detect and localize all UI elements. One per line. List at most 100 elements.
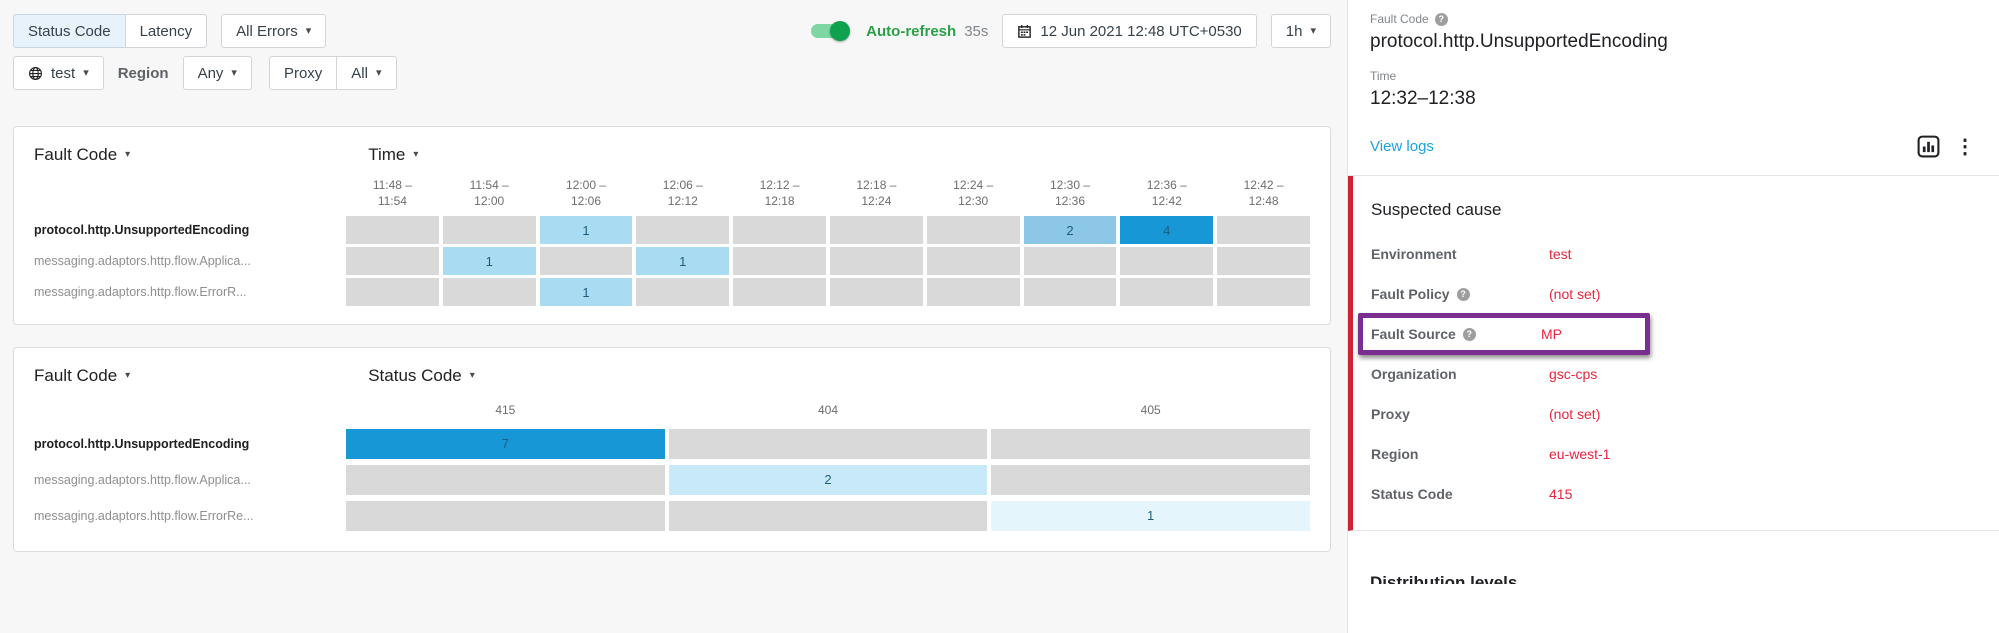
globe-icon	[28, 66, 43, 81]
panel-head: Fault Code ▾ Status Code ▾	[34, 364, 1310, 388]
heatmap-cell[interactable]	[346, 216, 439, 245]
suspected-cause-title: Suspected cause	[1371, 200, 1502, 219]
heatmap-cell[interactable]	[830, 216, 923, 245]
column-header: 11:54 – 12:00	[469, 178, 509, 209]
caret-down-icon: ▾	[125, 370, 131, 382]
range-dropdown-label: 1h	[1285, 22, 1303, 40]
kebab-menu-icon[interactable]: ⋮	[1955, 135, 1975, 158]
heatmap-cell[interactable]: 1	[539, 216, 633, 245]
proxy-segment-label[interactable]: Proxy	[268, 56, 338, 90]
heatmap-cell[interactable]	[1217, 247, 1310, 276]
datetime-picker-button[interactable]: 12 Jun 2021 12:48 UTC+0530	[1002, 14, 1257, 48]
heatmap-cell[interactable]	[1023, 278, 1117, 307]
col-axis-label: Status Code	[368, 366, 462, 386]
heatmap-cell[interactable]	[991, 464, 1310, 495]
heatmap-cell[interactable]	[1120, 247, 1214, 276]
col-axis-label: Time	[368, 145, 406, 164]
heatmap-cell[interactable]	[1217, 216, 1310, 245]
fault-source-highlight-box: Fault Source ? MP	[1358, 313, 1650, 355]
heatmap-cell[interactable]	[442, 278, 536, 307]
next-section-clipped: Distribution levels	[1348, 573, 1999, 584]
time-label: Time	[1370, 69, 1397, 83]
heatmap-cell[interactable]	[346, 464, 665, 495]
auto-refresh-interval: 35s	[964, 22, 989, 40]
heatmap-cell[interactable]	[926, 278, 1020, 307]
row-label: messaging.adaptors.http.flow.Applica...	[34, 254, 251, 269]
bar-chart-icon[interactable]	[1916, 134, 1941, 159]
errors-dropdown[interactable]: All Errors ▾	[221, 14, 327, 48]
heatmap-cell[interactable]	[539, 247, 633, 276]
heatmap-cell[interactable]	[442, 216, 536, 245]
help-icon[interactable]: ?	[1456, 287, 1470, 301]
row-label: messaging.adaptors.http.flow.ErrorR...	[34, 285, 247, 300]
heatmap-cell[interactable]: 1	[991, 500, 1310, 531]
heatmap-cell[interactable]	[668, 500, 988, 531]
toolbar-row-1: Status Code Latency All Errors ▾ Auto-re…	[13, 14, 1331, 48]
drawer-actions: ⋮	[1916, 134, 1975, 159]
column-header: 12:12 – 12:18	[759, 178, 800, 209]
detail-row-organization: Organization gsc-cps	[1371, 364, 1975, 384]
heatmap-cell[interactable]	[346, 500, 665, 531]
heatmap-cell[interactable]	[733, 247, 826, 276]
heatmap-cell[interactable]	[830, 278, 923, 307]
suspected-cause-section: Suspected cause Environment test Fault P…	[1348, 176, 1999, 531]
heatmap-cell[interactable]: 2	[668, 464, 988, 495]
detail-row-label: Organization	[1371, 366, 1457, 382]
status-heatmap: 415 404 405 protocol.http.UnsupportedEnc…	[34, 402, 1310, 531]
view-logs-link[interactable]: View logs	[1370, 138, 1434, 155]
heatmap-cell[interactable]	[636, 216, 730, 245]
time-value: 12:32–12:38	[1370, 88, 1476, 109]
environment-dropdown-label: test	[51, 64, 76, 82]
heatmap-cell[interactable]	[636, 278, 730, 307]
caret-down-icon: ▾	[125, 149, 131, 160]
auto-refresh-toggle[interactable]	[811, 21, 851, 41]
region-dropdown[interactable]: Any ▾	[182, 56, 252, 90]
detail-row-label: Fault Source ?	[1371, 326, 1541, 342]
proxy-dropdown[interactable]: All ▾	[336, 56, 397, 90]
heatmap-cell[interactable]: 1	[636, 247, 730, 276]
heatmap-cell[interactable]	[346, 278, 439, 307]
detail-row-value: MP	[1541, 326, 1562, 342]
detail-row-label: Fault Policy ?	[1371, 286, 1549, 302]
heatmap-cell[interactable]	[991, 428, 1310, 459]
heatmap-cell[interactable]: 4	[1120, 216, 1214, 245]
auto-refresh-label: Auto-refresh	[866, 22, 957, 40]
calendar-icon	[1017, 24, 1032, 39]
heatmap-cell[interactable]	[346, 247, 439, 276]
heatmap-cell[interactable]	[733, 278, 826, 307]
heatmap-cell[interactable]	[926, 216, 1020, 245]
next-section-title: Distribution levels	[1370, 573, 1518, 584]
heatmap-cell[interactable]	[926, 247, 1020, 276]
fault-code-value: protocol.http.UnsupportedEncoding	[1370, 31, 1668, 52]
heatmap-cell[interactable]	[1120, 278, 1214, 307]
help-icon[interactable]: ?	[1462, 327, 1476, 341]
heatmap-cell[interactable]	[733, 216, 826, 245]
col-axis-dropdown[interactable]: Time ▾	[368, 145, 418, 165]
row-axis-dropdown[interactable]: Fault Code ▾	[34, 145, 130, 165]
heatmap-cell[interactable]	[1023, 247, 1117, 276]
logs-row: View logs ⋮	[1370, 134, 1975, 159]
heatmap-cell[interactable]	[668, 428, 988, 459]
col-axis-dropdown[interactable]: Status Code ▾	[368, 366, 475, 386]
column-header: 12:30 – 12:36	[1049, 178, 1091, 209]
range-dropdown[interactable]: 1h ▾	[1270, 14, 1331, 48]
heatmap-cell[interactable]: 7	[346, 428, 665, 459]
toggle-knob-icon	[830, 21, 851, 41]
detail-header: Fault Code ? protocol.http.UnsupportedEn…	[1348, 0, 1999, 176]
caret-down-icon: ▾	[1310, 24, 1316, 37]
detail-row-region: Region eu-west-1	[1371, 444, 1975, 464]
heatmap-cell[interactable]	[1217, 278, 1310, 307]
row-axis-dropdown[interactable]: Fault Code ▾	[34, 366, 130, 386]
tab-latency[interactable]: Latency	[124, 14, 208, 48]
fault-code-label: Fault Code	[1370, 12, 1429, 26]
heatmap-cell[interactable]	[830, 247, 923, 276]
heatmap-cell[interactable]: 1	[442, 247, 536, 276]
environment-dropdown[interactable]: test ▾	[13, 56, 104, 90]
help-icon[interactable]: ?	[1434, 12, 1448, 26]
heatmap-cell[interactable]: 1	[539, 278, 633, 307]
heatmap-cell[interactable]: 2	[1023, 216, 1117, 245]
tab-status-code[interactable]: Status Code	[13, 14, 126, 48]
detail-row-fault-source: Fault Source ? MP	[1371, 324, 1645, 344]
detail-row-value: (not set)	[1549, 286, 1601, 302]
toolbar-right-cluster: Auto-refresh 35s 12 Jun 2021 12:48 UTC+0…	[811, 14, 1331, 48]
